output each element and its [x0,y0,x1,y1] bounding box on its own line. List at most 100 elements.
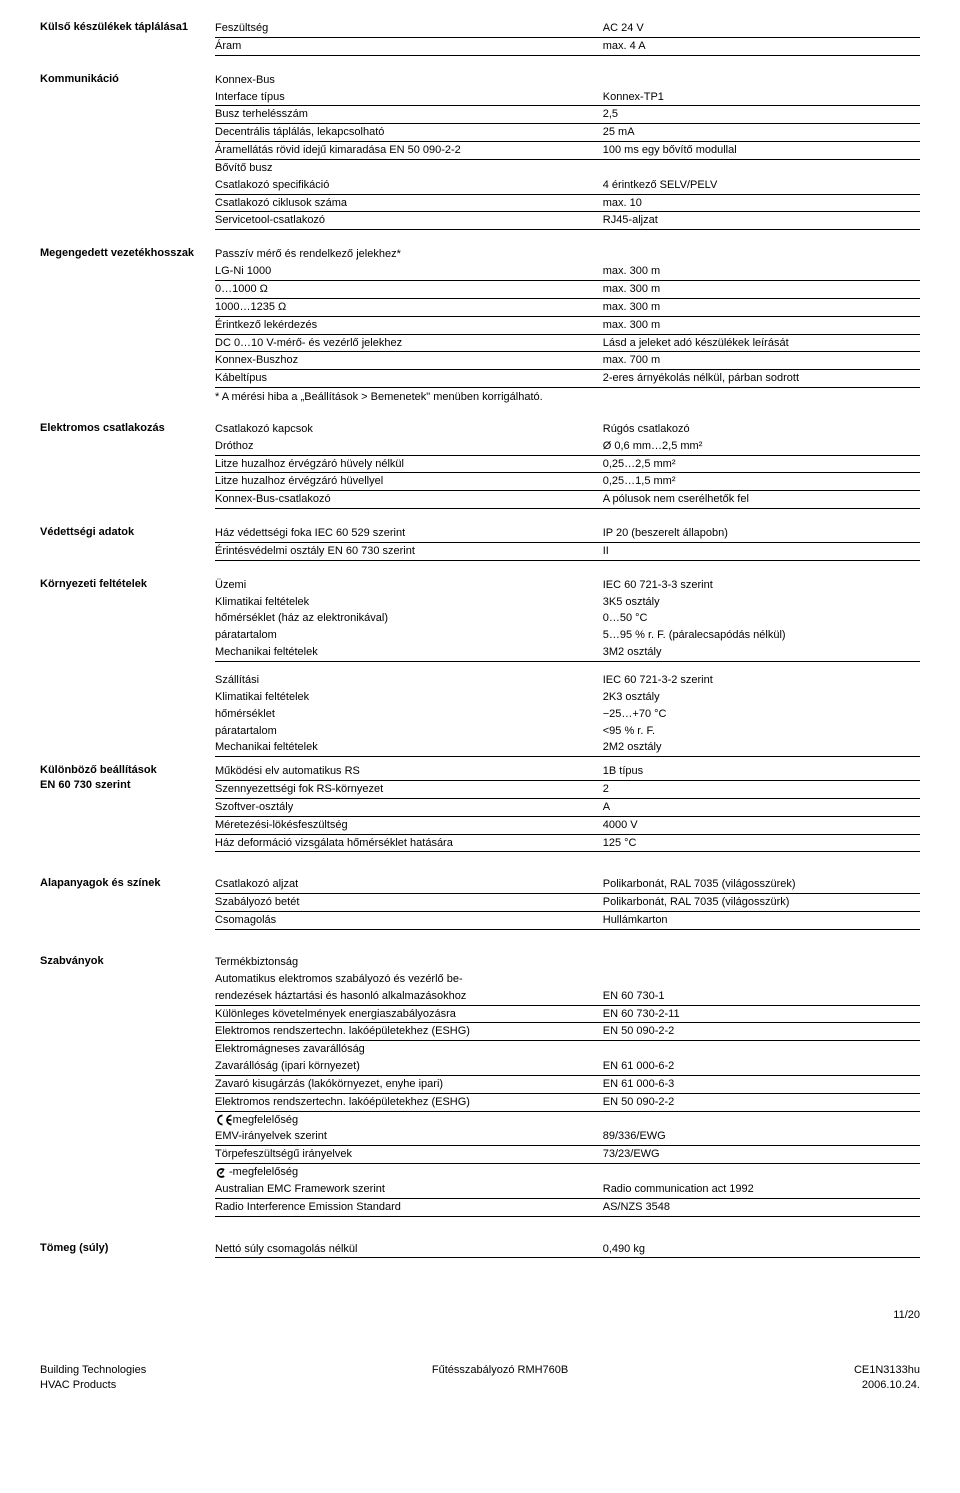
footer-center: Fűtésszabályozó RMH760B [432,1363,568,1393]
spec-value [603,159,920,176]
spec-value: 73/23/EWG [603,1146,920,1164]
spec-value: 100 ms egy bővítő modullal [603,142,920,160]
spec-label: Dróthoz [215,438,603,455]
spec-label: DC 0…10 V-mérő- és vezérlő jelekhez [215,334,603,352]
spec-label: páratartalom [215,627,603,644]
spec-value: 2M2 osztály [603,739,920,756]
spec-value [603,246,920,263]
spec-label: hőmérséklet [215,706,603,723]
spec-label: Busz terhelésszám [215,106,603,124]
spec-label: Ház deformáció vizsgálata hőmérséklet ha… [215,834,603,852]
spec-label: Decentrális táplálás, lekapcsolható [215,124,603,142]
spec-value: A pólusok nem cserélhetők fel [603,491,920,509]
spec-label: Méretezési-lökésfeszültség [215,816,603,834]
spec-value: max. 300 m [603,298,920,316]
spec-label: Érintésvédelmi osztály EN 60 730 szerint [215,542,603,560]
spec-label: Kábeltípus [215,370,603,388]
spec-value: Radio communication act 1992 [603,1181,920,1198]
spec-label: Zavarállóság (ipari környezet) [215,1058,603,1075]
spec-label: Elektromos rendszertechn. lakóépületekhe… [215,1023,603,1041]
spec-label: Nettó súly csomagolás nélkül [215,1241,603,1258]
spec-value: Ø 0,6 mm…2,5 mm² [603,438,920,455]
spec-value: 4 érintkező SELV/PELV [603,177,920,194]
section-title: Elektromos csatlakozás [40,421,215,509]
spec-label: Áram [215,37,603,55]
spec-table-settings: Működési elv automatikus RS1B típusSzenn… [215,763,920,852]
spec-label: Konnex-Bus [215,72,603,89]
footnote: * A mérési hiba a „Beállítások > Bemenet… [215,388,920,405]
spec-value: 125 °C [603,834,920,852]
spec-value: 2K3 osztály [603,689,920,706]
spec-label: Szállítási [215,672,603,689]
section-cable: Megengedett vezetékhosszak Passzív mérő … [40,246,920,405]
spec-value: Rúgós csatlakozó [603,421,920,438]
spec-value: 0…50 °C [603,610,920,627]
spec-value: max. 300 m [603,280,920,298]
spec-value [603,971,920,988]
spec-label: Működési elv automatikus RS [215,763,603,780]
spec-value: IEC 60 721-3-2 szerint [603,672,920,689]
spec-value [603,72,920,89]
spec-value: max. 700 m [603,352,920,370]
spec-value: max. 300 m [603,316,920,334]
section-materials: Alapanyagok és színek Csatlakozó aljzatP… [40,876,920,930]
spec-label: Termékbiztonság [215,954,603,971]
spec-value: 0,490 kg [603,1241,920,1258]
spec-value: 0,25…1,5 mm² [603,473,920,491]
spec-value: 2 [603,781,920,799]
spec-label: Zavaró kisugárzás (lakókörnyezet, enyhe … [215,1075,603,1093]
spec-label: Szennyezettségi fok RS-környezet [215,781,603,799]
spec-label: páratartalom [215,723,603,740]
spec-table-elec: Csatlakozó kapcsokRúgós csatlakozóDrótho… [215,421,920,509]
spec-value: AS/NZS 3548 [603,1198,920,1216]
section-elec: Elektromos csatlakozás Csatlakozó kapcso… [40,421,920,509]
ctick-label: -megfelelőség [229,1166,298,1178]
spec-label: Mechanikai feltételek [215,644,603,661]
spec-table-ce: -megfelelőség EMV-irányelvek szerint89/3… [215,1112,920,1165]
spec-label: Elektromágneses zavarállóság [215,1041,603,1058]
spec-label: Érintkező lekérdezés [215,316,603,334]
spec-label: Automatikus elektromos szabályozó és vez… [215,971,603,988]
spec-value: max. 300 m [603,263,920,280]
section-comm: Kommunikáció Konnex-BusInterface típusKo… [40,72,920,231]
section-title: Védettségi adatok [40,525,215,561]
spec-value: 4000 V [603,816,920,834]
section-title: Alapanyagok és színek [40,876,215,930]
spec-value: max. 4 A [603,37,920,55]
spec-label: Konnex-Buszhoz [215,352,603,370]
section-title: Különböző beállítások EN 60 730 szerint [40,763,215,852]
spec-value: 3M2 osztály [603,644,920,661]
spec-label: Litze huzalhoz érvégzáró hüvellyel [215,473,603,491]
spec-value: EN 50 090-2-2 [603,1023,920,1041]
spec-value: EN 60 730-2-11 [603,1005,920,1023]
spec-label: Törpefeszültségű irányelvek [215,1146,603,1164]
spec-label: Ház védettségi foka IEC 60 529 szerint [215,525,603,542]
spec-label: Üzemi [215,577,603,594]
section-prot: Védettségi adatok Ház védettségi foka IE… [40,525,920,561]
spec-label: Interface típus [215,89,603,106]
section-power: Külső készülékek táplálása1 FeszültségAC… [40,20,920,56]
section-title: Szabványok [40,954,215,1217]
spec-label: hőmérséklet (ház az elektronikával) [215,610,603,627]
spec-table-comm: Konnex-BusInterface típusKonnex-TP1Busz … [215,72,920,231]
spec-value: −25…+70 °C [603,706,920,723]
ctick-mark-icon [215,1167,229,1178]
section-env: Környezeti feltételek ÜzemiIEC 60 721-3-… [40,577,920,757]
spec-value [603,954,920,971]
section-standards: Szabványok TermékbiztonságAutomatikus el… [40,954,920,1217]
spec-label: Konnex-Bus-csatlakozó [215,491,603,509]
spec-label: Feszültség [215,20,603,37]
spec-label: Mechanikai feltételek [215,739,603,756]
spec-label: EMV-irányelvek szerint [215,1128,603,1145]
spec-table-env2: SzállításiIEC 60 721-3-2 szerintKlimatik… [215,672,920,757]
page-footer: Building Technologies HVAC Products Fűté… [40,1363,920,1393]
spec-value: 89/336/EWG [603,1128,920,1145]
spec-value: AC 24 V [603,20,920,37]
spec-table-env: ÜzemiIEC 60 721-3-3 szerintKlimatikai fe… [215,577,920,662]
spec-label: Szabályozó betét [215,894,603,912]
spec-table-cable: Passzív mérő és rendelkező jelekhez*LG-N… [215,246,920,388]
spec-label: Különleges követelmények energiaszabályo… [215,1005,603,1023]
spec-label: Áramellátás rövid idejű kimaradása EN 50… [215,142,603,160]
section-title: Tömeg (súly) [40,1241,215,1259]
spec-value: IEC 60 721-3-3 szerint [603,577,920,594]
